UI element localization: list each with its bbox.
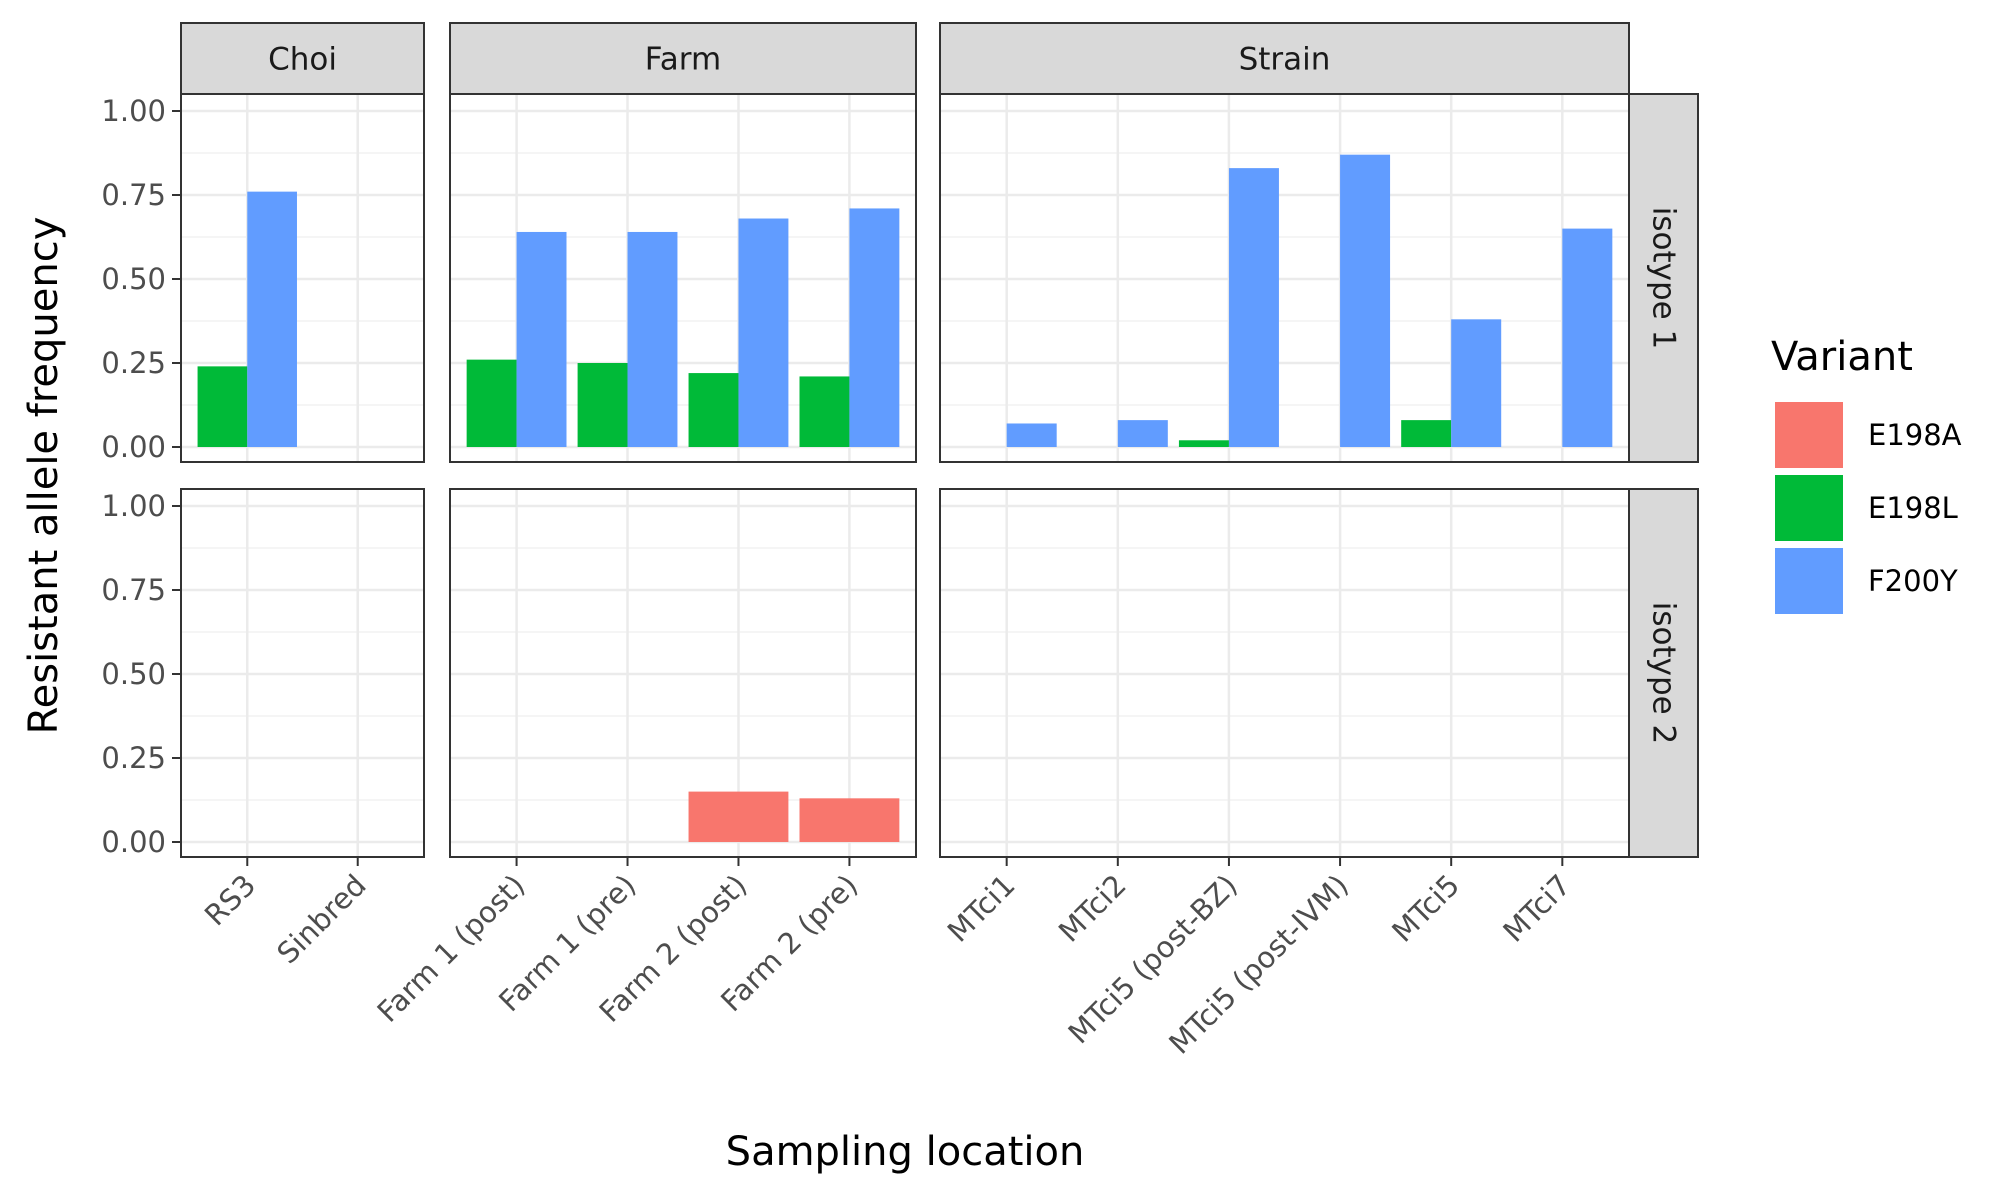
facet-strip-right [1628,488,1699,858]
bar-farm-2-post-e198l [688,373,739,447]
bar-farm-1-post-f200y [516,231,567,447]
bar-mtci5-post-bz-f200y [1228,168,1279,447]
legend-swatch-e198a [1775,402,1843,468]
facet-strip-top [180,22,425,95]
x-tick-label: RS3 [198,868,262,932]
panel-border [449,488,917,858]
legend-swatch-f200y [1775,548,1843,614]
bar-farm-2-pre-e198a [799,798,900,842]
y-tick-label: 0.00 [101,430,166,464]
bar-mtci5-f200y [1451,319,1502,447]
x-tick-label: Sinbred [270,868,372,970]
bar-farm-2-post-f200y [738,218,789,447]
legend-label-e198l: E198L [1868,491,1958,525]
facet-strip-label: isotype 2 [1646,602,1682,745]
x-tick-label: MTci5 [1385,868,1466,949]
bar-mtci5-post-ivm-f200y [1340,154,1391,447]
bar-farm-1-pre-f200y [627,231,678,447]
y-tick-label: 0.50 [101,657,166,691]
bar-farm-1-pre-e198l [577,363,628,447]
legend-title: Variant [1771,334,1913,380]
bar-mtci2-f200y [1117,420,1168,447]
legend-swatch-e198l [1775,475,1843,541]
facet-strip-label: Choi [268,42,337,78]
y-tick-label: 0.25 [101,346,166,380]
legend-label-f200y: F200Y [1868,564,1958,598]
y-tick-label: 0.50 [101,262,166,296]
x-tick-label: MTci7 [1496,868,1577,949]
y-tick-label: 0.75 [101,573,166,607]
facet-strip-right [1628,93,1699,463]
legend-label-e198a: E198A [1868,418,1962,452]
bar-farm-2-pre-f200y [849,208,900,447]
x-tick-label: MTci1 [941,868,1022,949]
y-tick-label: 0.00 [101,825,166,859]
y-tick-label: 1.00 [101,489,166,523]
bar-mtci7-f200y [1562,228,1613,447]
facet-strip-label: isotype 1 [1646,207,1682,350]
bar-mtci5-post-bz-e198l [1178,440,1229,447]
facet-strip-top [939,22,1630,95]
bar-mtci1-f200y [1006,423,1057,447]
y-tick-label: 0.25 [101,741,166,775]
bar-rs3-e198l [197,366,248,447]
y-axis-title: Resistant allele frequency [21,217,67,735]
facet-strip-label: Strain [1239,42,1331,78]
x-tick-label: MTci2 [1052,868,1133,949]
bar-farm-1-post-e198l [466,359,517,447]
y-tick-label: 0.75 [101,178,166,212]
facet-strip-label: Farm [645,42,721,78]
facet-strip-top [449,22,917,95]
bar-farm-2-pre-e198l [799,376,850,447]
x-axis-title: Sampling location [726,1129,1085,1175]
bar-farm-2-post-e198a [688,791,789,842]
bar-rs3-f200y [247,191,297,447]
y-tick-label: 1.00 [101,94,166,128]
bar-mtci5-e198l [1401,420,1452,447]
